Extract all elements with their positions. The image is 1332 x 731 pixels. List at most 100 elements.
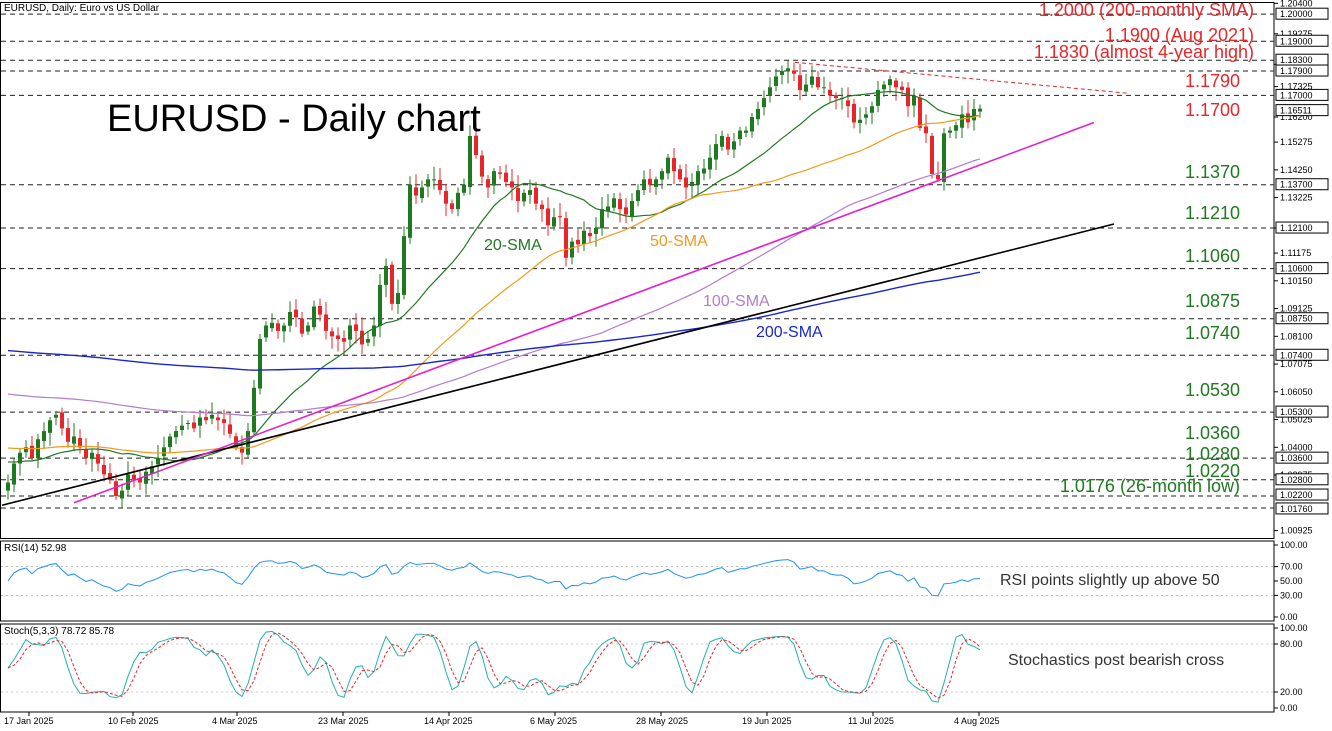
candle-body <box>528 190 532 195</box>
candle-body <box>972 108 976 121</box>
level-label-3: 1.1790 <box>1185 71 1240 91</box>
ma-label-200: 200-SMA <box>756 324 823 341</box>
candle-body <box>702 168 706 174</box>
candle-body <box>66 428 70 442</box>
candle-body <box>192 422 196 429</box>
price-tag-label: 1.16511 <box>1280 106 1312 116</box>
candle-body <box>102 464 106 475</box>
candle-body <box>942 133 946 182</box>
candle-body <box>12 463 16 485</box>
candle-body <box>588 232 592 237</box>
price-tag-2: 1.18300 <box>1275 53 1329 66</box>
price-tag-0: 1.20000 <box>1275 7 1329 20</box>
candle-body <box>738 130 742 140</box>
price-tag-label: 1.12100 <box>1280 223 1313 233</box>
price-tag-label: 1.10600 <box>1280 264 1313 274</box>
candle-body <box>552 217 556 227</box>
level-label-0: 1.2000 (200-monthly SMA) <box>1039 0 1254 20</box>
price-tag-box <box>1275 178 1329 191</box>
y-tick-label: 1.17325 <box>1280 82 1313 92</box>
candle-body <box>534 187 538 204</box>
candle-body <box>828 89 832 96</box>
candle-body <box>450 203 454 210</box>
candle-body <box>468 136 472 188</box>
candle-body <box>210 414 214 419</box>
candle-body <box>876 89 880 106</box>
sma200-line <box>7 271 981 371</box>
candle-body <box>870 106 874 113</box>
candle-body <box>18 452 22 464</box>
y-tick-label: 1.14250 <box>1280 165 1313 175</box>
candle-body <box>96 454 100 464</box>
candle-body <box>414 187 418 196</box>
price-tag-15: 1.01760 <box>1275 502 1329 515</box>
candle-body <box>132 474 136 480</box>
candle-body <box>174 431 178 438</box>
price-tag-box <box>1275 221 1329 234</box>
y-tick-label: 1.10150 <box>1280 276 1313 286</box>
price-tag-label: 1.08750 <box>1280 314 1313 324</box>
candle-body <box>462 184 466 193</box>
stoch-k-line <box>7 630 981 703</box>
price-tag-13: 1.02800 <box>1275 473 1329 486</box>
y-tick-label: 1.04000 <box>1280 442 1313 452</box>
osc-tick-label: 70.00 <box>1280 562 1303 572</box>
candle-body <box>654 179 658 187</box>
level-label-11: 1.0360 <box>1185 423 1240 443</box>
x-tick-label: 4 Aug 2025 <box>954 716 1000 726</box>
candle-body <box>426 179 430 187</box>
candle-body <box>48 420 52 433</box>
candle-body <box>258 339 262 389</box>
y-tick-label: 1.00925 <box>1280 526 1313 536</box>
candle-body <box>804 84 808 92</box>
candle-body <box>366 339 370 343</box>
price-tag-label: 1.05300 <box>1280 407 1313 417</box>
candle-body <box>978 108 982 112</box>
candle-body <box>810 76 814 85</box>
y-tick-label: 1.20400 <box>1280 0 1313 8</box>
stoch-label: Stoch(5,3,3) 78.72 85.78 <box>4 626 115 637</box>
y-tick-label: 1.19275 <box>1280 29 1313 39</box>
candle-body <box>300 318 304 334</box>
candle-body <box>60 412 64 429</box>
x-tick-label: 17 Jan 2025 <box>4 716 54 726</box>
candle-body <box>714 144 718 160</box>
candle-body <box>90 452 94 459</box>
osc-tick-label: 0.00 <box>1280 612 1298 622</box>
candle-body <box>294 309 298 318</box>
candle-body <box>750 117 754 132</box>
price-tag-12: 1.03600 <box>1275 451 1329 464</box>
level-label-9: 1.0740 <box>1185 323 1240 343</box>
candle-body <box>144 471 148 484</box>
medium-term-support-trendline <box>73 121 1095 504</box>
y-tick-label: 1.09125 <box>1280 304 1313 314</box>
candle-body <box>156 458 160 465</box>
x-tick-label: 4 Mar 2025 <box>212 716 258 726</box>
candle-body <box>510 181 514 188</box>
candle-body <box>900 86 904 90</box>
price-tag-box <box>1275 64 1329 77</box>
candle-body <box>222 419 226 423</box>
price-tag-box <box>1275 104 1329 117</box>
candle-body <box>912 95 916 106</box>
candle-body <box>732 141 736 150</box>
candle-body <box>138 477 142 483</box>
osc-tick-label: 0.00 <box>1280 703 1298 713</box>
price-tag-7: 1.12100 <box>1275 221 1329 234</box>
y-tick-label: 1.13225 <box>1280 193 1313 203</box>
candle-body <box>180 425 184 431</box>
osc-tick-label: 80.00 <box>1280 639 1303 649</box>
ma-label-20: 20-SMA <box>484 237 542 254</box>
candle-body <box>834 95 838 99</box>
level-label-14: 1.0176 (26-month low) <box>1060 476 1240 496</box>
ma-label-100: 100-SMA <box>703 293 770 310</box>
price-tag-box <box>1275 312 1329 325</box>
candle-body <box>228 424 232 434</box>
candle-body <box>114 481 118 497</box>
price-tag-box <box>1275 473 1329 486</box>
candle-body <box>678 169 682 180</box>
candle-body <box>330 331 334 337</box>
candle-body <box>690 182 694 187</box>
price-tag-label: 1.02200 <box>1280 490 1313 500</box>
